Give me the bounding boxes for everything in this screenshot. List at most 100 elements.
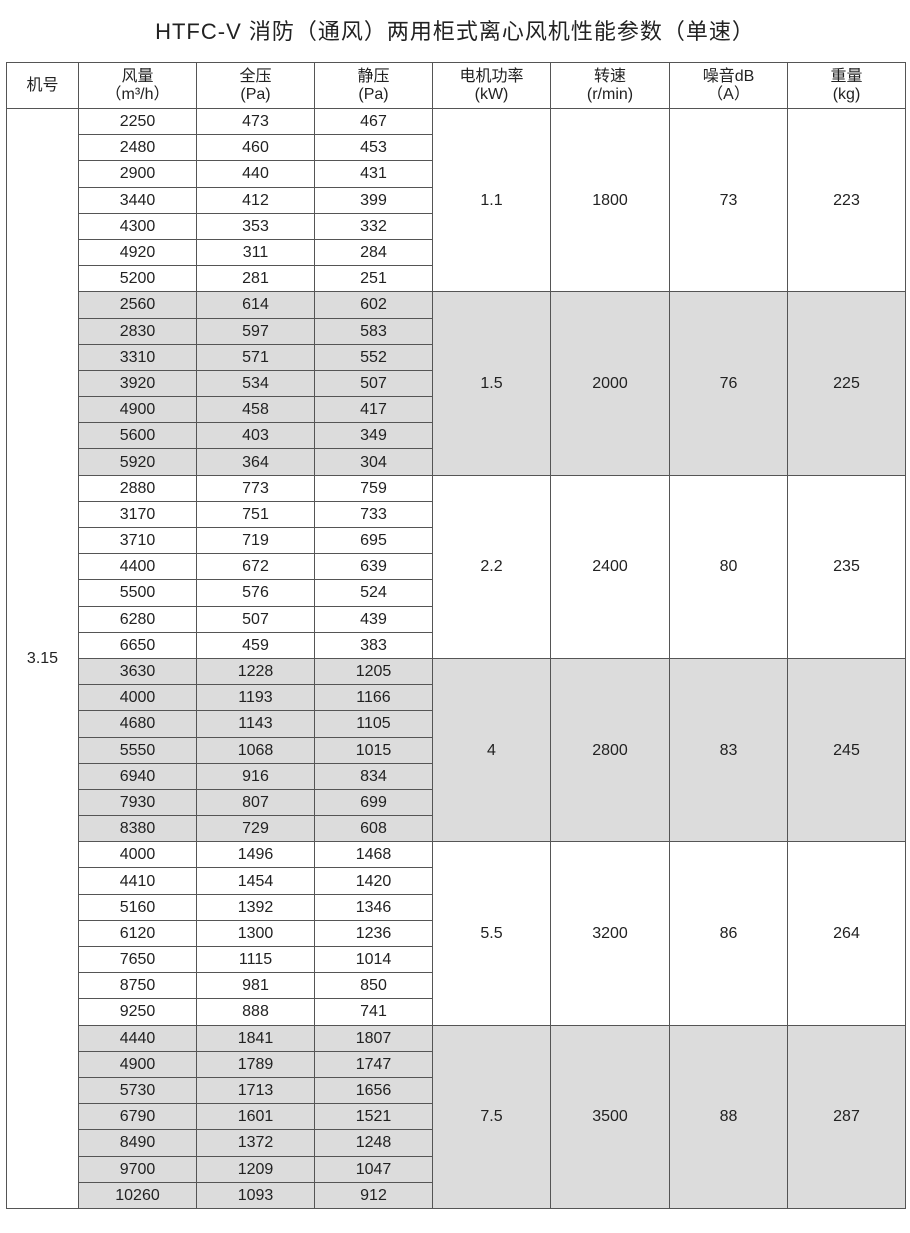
table-row: 4300 353 332	[7, 212, 906, 240]
table-row: 4440 1841 1807 7.5 3500 88 287	[7, 1024, 906, 1209]
table-row: 7930 807 699	[7, 788, 906, 817]
airflow-cell: 6940	[78, 762, 197, 790]
total-pressure-cell: 353	[196, 212, 315, 240]
airflow-cell: 3920	[78, 369, 197, 398]
table-row: 9700 1209 1047	[7, 1155, 906, 1183]
header-label: 电机功率	[459, 67, 524, 85]
total-pressure-cell: 1789	[196, 1050, 315, 1078]
airflow-cell: 3710	[78, 526, 197, 555]
static-pressure-cell: 383	[314, 631, 433, 659]
airflow-cell: 2880	[78, 474, 197, 502]
table-row: 4920 311 284	[7, 238, 906, 267]
header-unit: (Pa)	[240, 85, 271, 103]
total-pressure-cell: 458	[196, 396, 315, 424]
header-label: 重量	[830, 67, 863, 85]
total-pressure-cell: 460	[196, 134, 315, 162]
total-pressure-cell: 576	[196, 579, 315, 607]
total-pressure-cell: 1601	[196, 1103, 315, 1131]
column-header: 风量 （m³/h）	[78, 62, 197, 109]
static-pressure-cell: 251	[314, 265, 433, 293]
speed-cell: 2400	[550, 474, 670, 659]
total-pressure-cell: 311	[196, 238, 315, 267]
weight-cell: 264	[787, 841, 906, 1026]
header-unit: (Pa)	[358, 85, 389, 103]
airflow-cell: 6650	[78, 631, 197, 659]
airflow-cell: 9700	[78, 1155, 197, 1183]
static-pressure-cell: 304	[314, 448, 433, 476]
static-pressure-cell: 912	[314, 1181, 433, 1209]
header-unit: (r/min)	[586, 85, 634, 103]
total-pressure-cell: 1209	[196, 1155, 315, 1183]
total-pressure-cell: 1093	[196, 1181, 315, 1209]
motor-power-cell: 2.2	[432, 474, 551, 659]
airflow-cell: 6280	[78, 605, 197, 633]
table-row: 4000 1496 1468 5.5 3200 86 264	[7, 841, 906, 1026]
table-row: 3170 751 733	[7, 500, 906, 529]
table-row: 5500 576 524	[7, 579, 906, 607]
table-row: 4900 458 417	[7, 396, 906, 424]
static-pressure-cell: 399	[314, 186, 433, 214]
column-header: 噪音dB （A）	[669, 62, 788, 109]
total-pressure-cell: 1454	[196, 867, 315, 895]
column-header: 电机功率 (kW)	[432, 62, 551, 109]
table-row: 5200 281 251	[7, 265, 906, 293]
header-unit: （A）	[707, 85, 750, 103]
airflow-cell: 4300	[78, 212, 197, 240]
airflow-cell: 3310	[78, 343, 197, 371]
noise-cell: 76	[669, 291, 788, 476]
speed-cell: 2800	[550, 657, 670, 843]
total-pressure-cell: 1193	[196, 684, 315, 712]
total-pressure-cell: 1372	[196, 1129, 315, 1157]
total-pressure-cell: 729	[196, 815, 315, 843]
static-pressure-cell: 1420	[314, 867, 433, 895]
table-row: 5550 1068 1015	[7, 736, 906, 764]
static-pressure-cell: 583	[314, 317, 433, 345]
airflow-cell: 5200	[78, 265, 197, 293]
airflow-cell: 2900	[78, 160, 197, 188]
airflow-cell: 6790	[78, 1103, 197, 1131]
total-pressure-cell: 403	[196, 422, 315, 450]
weight-cell: 225	[787, 291, 906, 476]
airflow-cell: 4920	[78, 238, 197, 267]
weight-cell: 245	[787, 657, 906, 843]
airflow-cell: 4410	[78, 867, 197, 895]
total-pressure-cell: 1228	[196, 657, 315, 686]
airflow-cell: 8380	[78, 815, 197, 843]
airflow-cell: 2830	[78, 317, 197, 345]
static-pressure-cell: 1205	[314, 657, 433, 686]
header-label: 转速	[593, 67, 626, 85]
header-label: 全压	[239, 67, 272, 85]
static-pressure-cell: 759	[314, 474, 433, 502]
total-pressure-cell: 281	[196, 265, 315, 293]
airflow-cell: 4000	[78, 841, 197, 869]
static-pressure-cell: 417	[314, 396, 433, 424]
total-pressure-cell: 1068	[196, 736, 315, 764]
static-pressure-cell: 349	[314, 422, 433, 450]
total-pressure-cell: 1496	[196, 841, 315, 869]
table-row: 2480 460 453	[7, 134, 906, 162]
table-row: 8490 1372 1248	[7, 1129, 906, 1157]
table-row: 3920 534 507	[7, 369, 906, 398]
total-pressure-cell: 1392	[196, 893, 315, 921]
header-unit: (kW)	[474, 85, 509, 103]
header-row: 机号 风量 （m³/h） 全压 (Pa) 静压 (Pa) 电机功率 (kW) 转速 (r/min) 噪…	[6, 62, 906, 109]
static-pressure-cell: 332	[314, 212, 433, 240]
column-header: 转速 (r/min)	[550, 62, 670, 109]
total-pressure-cell: 807	[196, 788, 315, 817]
airflow-cell: 3170	[78, 500, 197, 529]
static-pressure-cell: 1105	[314, 710, 433, 738]
airflow-cell: 2250	[78, 107, 197, 136]
total-pressure-cell: 412	[196, 186, 315, 214]
total-pressure-cell: 597	[196, 317, 315, 345]
static-pressure-cell: 552	[314, 343, 433, 371]
table-row: 3.15 2250 473 467 1.1 1800 73 223	[6, 107, 906, 1209]
static-pressure-cell: 524	[314, 579, 433, 607]
airflow-cell: 4900	[78, 1050, 197, 1078]
static-pressure-cell: 439	[314, 605, 433, 633]
table-row: 9250 888 741	[7, 998, 906, 1026]
total-pressure-cell: 459	[196, 631, 315, 659]
noise-cell: 86	[669, 841, 788, 1026]
table-row: 8750 981 850	[7, 972, 906, 1000]
table-row: 6940 916 834	[7, 762, 906, 790]
table-row: 10260 1093 912	[7, 1181, 906, 1209]
